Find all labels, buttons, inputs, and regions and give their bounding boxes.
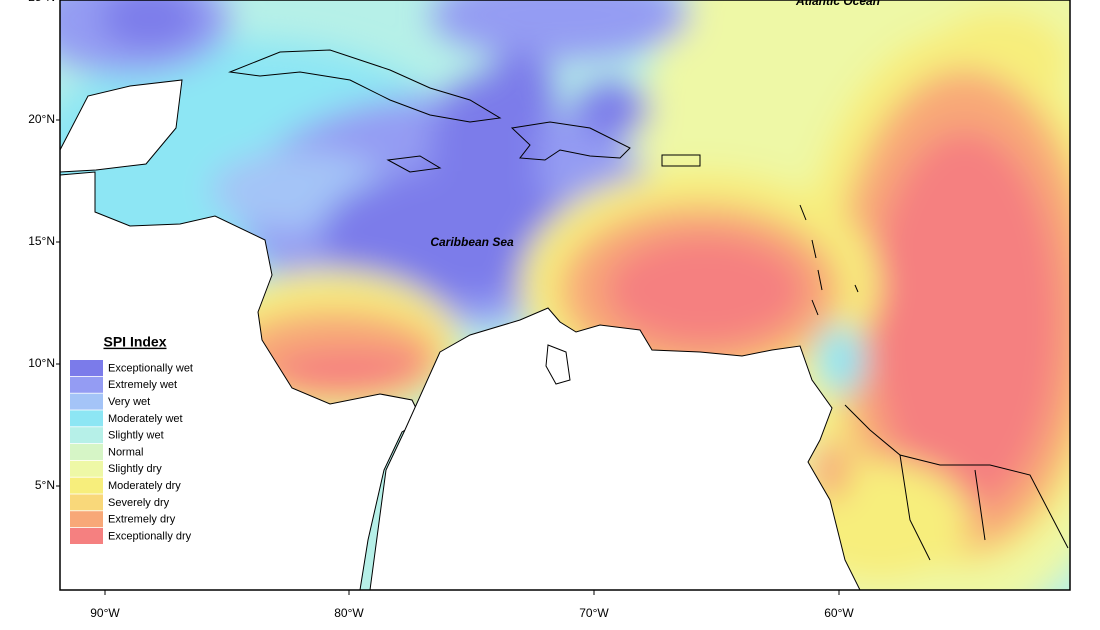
lat-label: 20°N xyxy=(28,112,55,126)
spi-blob xyxy=(815,325,865,395)
legend-label: Exceptionally dry xyxy=(108,530,192,542)
lon-label: 90°W xyxy=(90,606,120,620)
spi-blob xyxy=(485,50,555,140)
legend-label: Extremely wet xyxy=(108,379,177,391)
legend-swatch xyxy=(70,477,103,494)
legend-label: Slightly dry xyxy=(108,463,162,475)
lat-label: 10°N xyxy=(28,356,55,370)
legend-label: Moderately wet xyxy=(108,413,183,425)
spi-blob xyxy=(270,350,430,394)
legend-swatch xyxy=(70,410,103,427)
place-label: Atlantic Ocean xyxy=(795,0,880,8)
legend-swatch xyxy=(70,460,103,477)
spi-blob xyxy=(100,0,200,48)
lesser-antilles xyxy=(799,204,859,316)
legend-label: Severely dry xyxy=(108,497,170,509)
puerto-rico xyxy=(661,154,701,167)
legend-label: Slightly wet xyxy=(108,430,164,442)
legend-swatch xyxy=(70,528,103,544)
legend-swatch xyxy=(70,427,103,444)
south-america xyxy=(369,307,861,590)
lon-label: 60°W xyxy=(824,606,854,620)
cuba xyxy=(228,49,502,123)
map-frame xyxy=(59,0,1071,591)
legend-swatch xyxy=(70,511,103,528)
hispaniola xyxy=(510,121,631,161)
legend-swatch xyxy=(70,393,103,410)
legend-swatch xyxy=(70,444,103,460)
place-label: Caribbean Sea xyxy=(430,235,514,249)
spi-blob xyxy=(430,0,690,60)
legend-swatch xyxy=(70,360,103,376)
lat-label: 5°N xyxy=(35,478,55,492)
spi-blob xyxy=(870,130,1060,510)
legend-label: Moderately dry xyxy=(108,480,181,492)
spi-blob xyxy=(574,82,650,138)
legend-label: Normal xyxy=(108,446,143,458)
legend-swatch xyxy=(70,494,103,511)
lon-label: 70°W xyxy=(579,606,609,620)
lake-maracaibo xyxy=(545,344,571,385)
legend-label: Exceptionally wet xyxy=(108,362,193,374)
lat-label: 15°N xyxy=(28,234,55,248)
jamaica xyxy=(386,155,442,173)
legend: SPI Index Exceptionally wet Extremely wet… xyxy=(63,330,193,550)
yucatan xyxy=(60,79,183,173)
spi-field-blobs xyxy=(60,0,1070,590)
guiana-coast xyxy=(844,404,1069,561)
lon-label: 80°W xyxy=(334,606,364,620)
legend-label: Very wet xyxy=(108,396,150,408)
legend-label: Extremely dry xyxy=(108,514,176,526)
map-area xyxy=(60,0,1070,590)
legend-swatch xyxy=(70,376,103,393)
legend-title: SPI Index xyxy=(103,334,166,350)
spi-blob xyxy=(605,235,805,345)
lat-label: 25°N xyxy=(28,0,55,4)
